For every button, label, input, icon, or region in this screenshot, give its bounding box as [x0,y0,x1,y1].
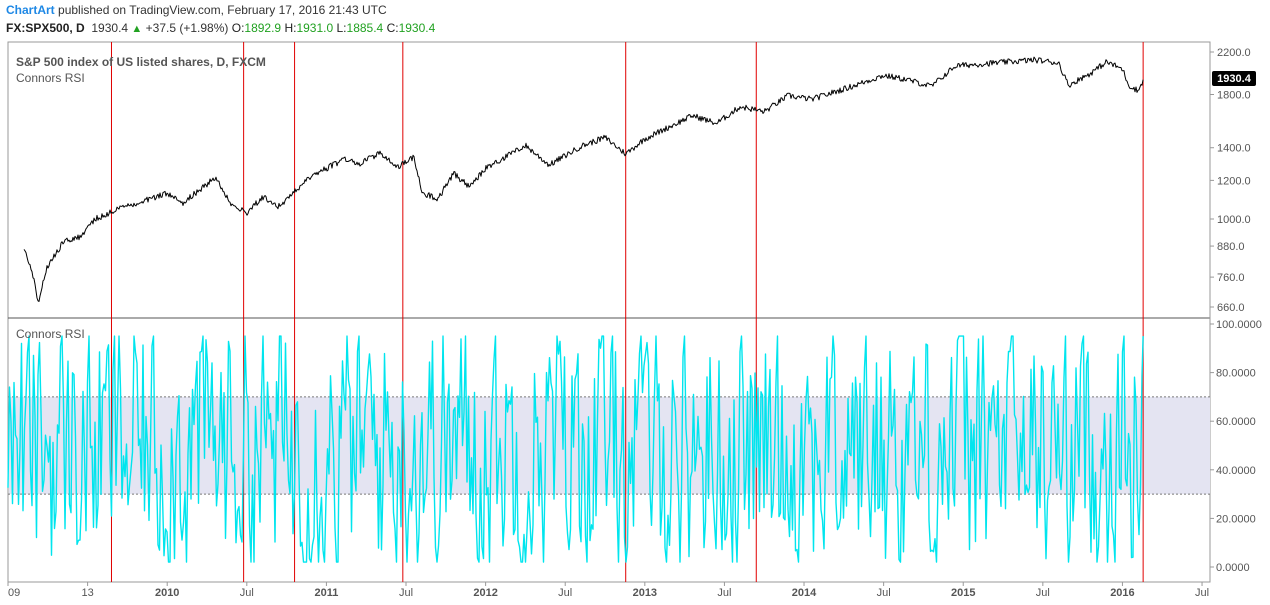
rsi-axis-label: 80.0000 [1216,368,1256,380]
last-price-badge [1212,71,1256,86]
time-axis-label: 2015 [951,587,975,599]
rsi-axis-label: 20.0000 [1216,513,1256,525]
high-label: H: [284,21,297,35]
price-change: +37.5 (+1.98%) [145,21,229,35]
symbol-line: FX:SPX500, D 1930.4 ▲ +37.5 (+1.98%) O:1… [6,21,435,35]
published-text: published on TradingView.com, February 1… [58,3,387,17]
time-axis-label: Jul [877,587,891,599]
time-axis-label: 2012 [473,587,497,599]
time-axis-label: Jul [1036,587,1050,599]
last-price: 1930.4 [91,21,129,35]
low-label: L: [336,21,347,35]
rsi-axis-label: 0.0000 [1216,562,1250,574]
time-axis-label: 2013 [633,587,657,599]
low-value: 1885.4 [346,21,384,35]
time-axis-label: Jul [1195,587,1209,599]
publish-line: ChartArt published on TradingView.com, F… [6,3,387,17]
brand-link[interactable]: ChartArt [6,3,55,17]
main-pane-title: S&P 500 index of US listed shares, D, FX… [16,55,266,69]
price-series-line[interactable] [23,56,1144,302]
price-axis-label: 1400.0 [1217,143,1251,155]
rsi-pane-title: Connors RSI [16,327,85,341]
last-price-badge-text: 1930.4 [1217,73,1252,85]
rsi-axis-label: 60.0000 [1216,416,1256,428]
time-axis-label: 2016 [1110,587,1134,599]
price-axis-label: 880.0 [1217,241,1245,253]
open-value: 1892.9 [244,21,282,35]
up-arrow-icon: ▲ [131,23,143,35]
time-axis-label: 2014 [792,587,817,599]
high-value: 1931.0 [296,21,334,35]
connors-rsi-line[interactable] [7,335,1144,563]
time-axis-label: Jul [399,587,413,599]
time-axis-label: Jul [240,587,254,599]
time-axis-label: 09 [8,587,20,599]
rsi-axis-label: 100.0000 [1216,319,1262,331]
price-axis-label: 660.0 [1217,302,1245,314]
main-pane-subtitle: Connors RSI [16,71,85,85]
open-label: O: [231,21,245,35]
price-axis-label: 2200.0 [1217,47,1251,59]
price-axis-label: 1800.0 [1217,90,1251,102]
chart-frame [7,41,1211,583]
time-axis-label: 2010 [155,587,179,599]
symbol-name[interactable]: FX:SPX500, D [6,21,85,35]
price-axis-label: 1200.0 [1217,175,1251,187]
time-axis-label: Jul [558,587,572,599]
close-label: C: [386,21,399,35]
price-axis-label: 760.0 [1217,272,1245,284]
price-axis-label: 1000.0 [1217,214,1251,226]
time-axis-label: 13 [81,587,93,599]
close-value: 1930.4 [398,21,436,35]
rsi-axis-label: 40.0000 [1216,465,1256,477]
time-axis-label: 2011 [314,587,338,599]
time-axis-label: Jul [717,587,731,599]
